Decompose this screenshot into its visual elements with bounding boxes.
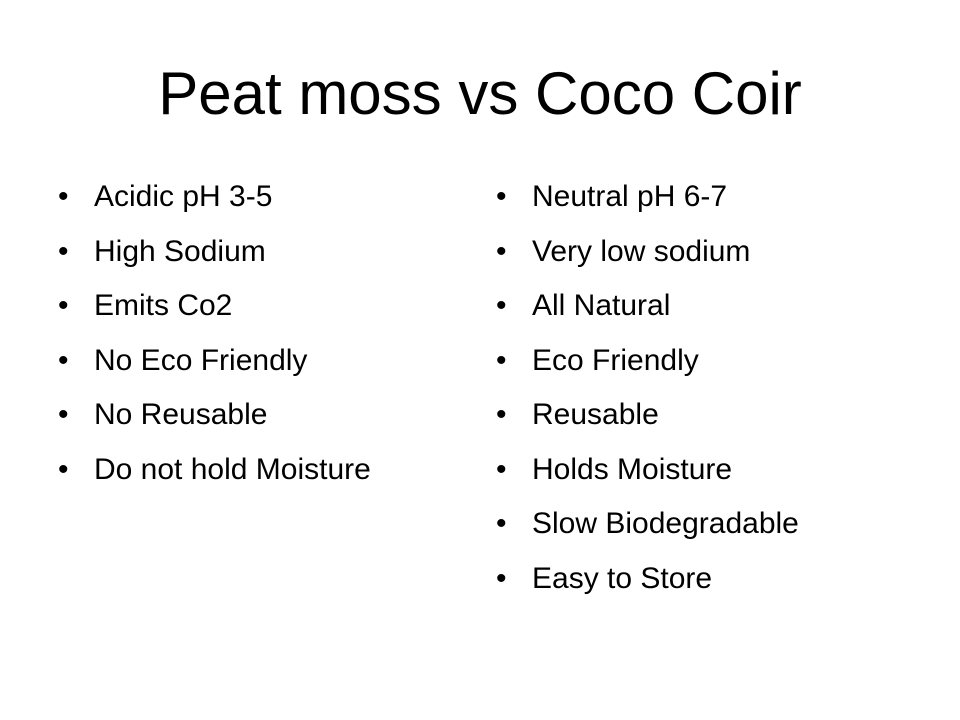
list-item-text: Easy to Store (532, 561, 713, 595)
list-item-text: Acidic pH 3-5 (94, 180, 273, 213)
list-item-text: Holds Moisture (532, 452, 733, 486)
bullet-icon: • (58, 289, 69, 322)
bullet-icon: • (58, 452, 69, 486)
list-item: • Holds Moisture (496, 443, 799, 498)
list-item: • Do not hold Moisture (58, 443, 371, 498)
bullet-icon: • (496, 398, 507, 431)
bullet-icon: • (496, 507, 507, 540)
bullet-icon: • (496, 180, 507, 213)
bullet-icon: • (496, 234, 507, 268)
bullet-icon: • (496, 561, 507, 595)
bullet-icon: • (58, 180, 69, 213)
list-item: • Slow Biodegradable (496, 497, 799, 552)
right-bullet-list: • Neutral pH 6-7 • Very low sodium • All Na… (496, 170, 799, 606)
list-item-text: Slow Biodegradable (532, 507, 799, 540)
bullet-icon: • (496, 343, 507, 377)
bullet-icon: • (58, 234, 69, 268)
list-item: • Easy to Store (496, 552, 799, 607)
list-item-text: Very low sodium (532, 234, 751, 268)
bullet-icon: • (58, 343, 69, 377)
list-item-text: No Eco Friendly (94, 343, 308, 377)
list-item-text: Do not hold Moisture (94, 452, 371, 486)
list-item-text: Neutral pH 6-7 (532, 180, 728, 213)
left-bullet-list: • Acidic pH 3-5 • High Sodium • Emits Co2 •… (58, 170, 371, 497)
list-item: • All Natural (496, 279, 799, 334)
list-item: • High Sodium (58, 225, 371, 280)
list-item-text: High Sodium (94, 234, 266, 268)
list-item: • Neutral pH 6-7 (496, 170, 799, 225)
list-item: • No Reusable (58, 388, 371, 443)
list-item: • Reusable (496, 388, 799, 443)
bullet-icon: • (58, 398, 69, 431)
list-item: • Acidic pH 3-5 (58, 170, 371, 225)
list-item-text: Emits Co2 (94, 289, 233, 322)
bullet-icon: • (496, 289, 507, 322)
list-item: • Very low sodium (496, 225, 799, 280)
list-item: • Eco Friendly (496, 334, 799, 389)
list-item-text: Reusable (532, 398, 659, 431)
slide-title: Peat moss vs Coco Coir (158, 60, 802, 127)
list-item-text: No Reusable (94, 398, 268, 431)
list-item: • Emits Co2 (58, 279, 371, 334)
list-item-text: All Natural (532, 289, 671, 322)
bullet-icon: • (496, 452, 507, 486)
list-item: • No Eco Friendly (58, 334, 371, 389)
list-item-text: Eco Friendly (532, 343, 699, 377)
